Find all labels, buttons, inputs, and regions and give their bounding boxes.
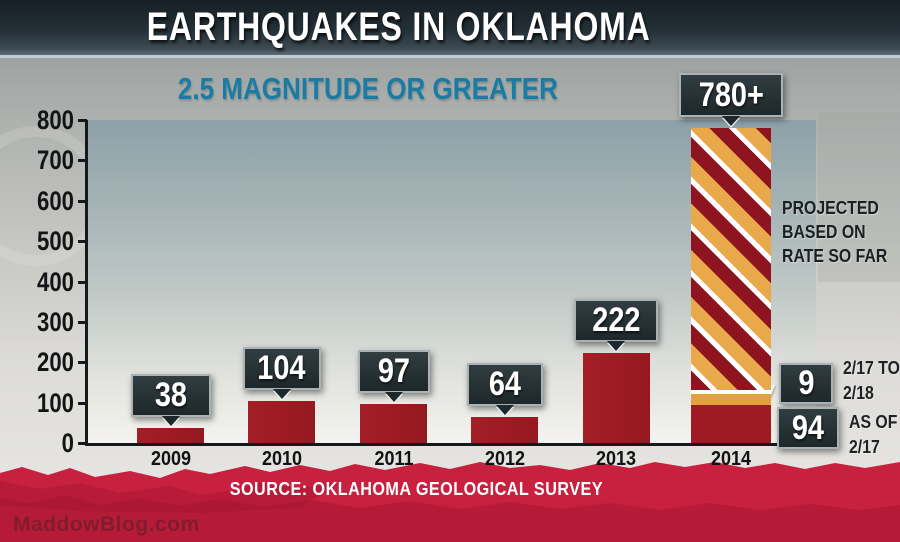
to-date-value-box: 94 <box>777 407 839 449</box>
y-axis-tick-label-400: 400 <box>37 266 74 297</box>
x-axis-label-2011: 2011 <box>373 448 414 470</box>
y-axis-tick-mark-400 <box>78 280 87 284</box>
projected-note-line3: RATE SO FAR <box>782 246 888 266</box>
page-title: EARTHQUAKES IN OKLAHOMA <box>146 5 651 49</box>
x-axis-label-2012: 2012 <box>484 448 525 470</box>
to-date-label-line2: 2/17 <box>849 437 880 457</box>
value-box-2012: 64 <box>466 363 543 407</box>
value-label-2011: 97 <box>377 351 410 390</box>
bar-2012 <box>471 417 538 443</box>
value-label-2010: 104 <box>257 349 306 387</box>
recent-value: 9 <box>797 364 815 402</box>
value-label-2009: 38 <box>154 375 187 414</box>
projected-note-line2: BASED ON <box>782 222 866 242</box>
torn-red-band <box>0 462 900 542</box>
value-box-caret-2009 <box>161 415 180 426</box>
bar-2011 <box>360 403 427 443</box>
value-label-2012: 64 <box>488 365 521 404</box>
value-box-caret-2012 <box>495 405 514 416</box>
chart-subtitle-text: 2.5 MAGNITUDE OR GREATER <box>177 71 558 106</box>
projected-note: PROJECTED BASED ON RATE SO FAR <box>782 196 887 268</box>
x-axis-label-2014: 2014 <box>710 448 752 470</box>
y-axis-tick-label-800: 800 <box>37 105 74 135</box>
y-axis-tick-label-500: 500 <box>37 226 74 257</box>
x-axis-label-2013: 2013 <box>595 448 637 470</box>
background-band-ornament <box>818 112 900 282</box>
source-credit-text: SOURCE: OKLAHOMA GEOLOGICAL SURVEY <box>229 479 603 499</box>
recent-value-box: 9 <box>779 363 833 404</box>
bar-2010 <box>248 401 315 443</box>
value-box-2010: 104 <box>242 347 321 390</box>
value-box-caret-2010 <box>272 389 291 399</box>
x-axis-label-2010: 2010 <box>261 448 302 470</box>
value-box-2009: 38 <box>130 373 211 417</box>
value-box-caret-2011 <box>384 391 403 402</box>
bar-2013 <box>582 353 650 443</box>
value-label-2014: 780+ <box>698 75 764 114</box>
to-date-label-line1: AS OF <box>849 412 898 432</box>
value-box-2014: 780+ <box>679 73 783 118</box>
y-axis-tick-mark-800 <box>78 119 87 122</box>
y-axis-tick-label-600: 600 <box>37 185 74 216</box>
y-axis-tick-label-200: 200 <box>37 347 74 378</box>
bar-2014-projected-segment <box>691 128 771 394</box>
value-label-2013: 222 <box>591 301 641 340</box>
y-axis-tick-mark-300 <box>78 320 87 324</box>
to-date-label: AS OF 2/17 <box>849 410 897 460</box>
y-axis-tick-label-700: 700 <box>37 145 74 176</box>
value-box-2011: 97 <box>357 349 430 393</box>
torn-red-band-shadow2 <box>0 481 340 513</box>
y-axis-tick-label-300: 300 <box>37 306 74 337</box>
recent-label-line2: 2/18 <box>843 383 874 403</box>
y-axis-tick-mark-500 <box>78 240 87 244</box>
title-bar: EARTHQUAKES IN OKLAHOMA <box>0 0 900 58</box>
value-box-caret-2013 <box>607 341 625 352</box>
y-axis-tick-mark-600 <box>78 199 87 203</box>
y-axis-tick-mark-200 <box>78 361 87 365</box>
watermark-maddowblog: MaddowBlog.com <box>13 513 200 536</box>
y-axis-tick-mark-100 <box>78 401 87 405</box>
bar-2014-solid-segment <box>691 405 771 443</box>
chart-subtitle: 2.5 MAGNITUDE OR GREATER <box>0 71 900 107</box>
torn-red-band-shadow <box>0 495 900 542</box>
value-box-2013: 222 <box>574 299 658 343</box>
recent-label: 2/17 TO 2/18 <box>843 356 900 406</box>
value-box-caret-2014 <box>722 116 740 127</box>
bar-2014-recent-segment <box>691 394 771 405</box>
bar-2009 <box>137 427 204 443</box>
y-axis-tick-label-100: 100 <box>37 387 74 418</box>
recent-label-line1: 2/17 TO <box>843 358 900 378</box>
projected-note-line1: PROJECTED <box>782 198 879 218</box>
y-axis-tick-label-0: 0 <box>61 428 74 458</box>
x-axis-label-2009: 2009 <box>150 448 191 470</box>
y-axis-tick-mark-0 <box>78 442 87 445</box>
y-axis-tick-mark-700 <box>78 159 87 163</box>
source-credit: SOURCE: OKLAHOMA GEOLOGICAL SURVEY <box>0 479 832 500</box>
to-date-value: 94 <box>791 408 825 447</box>
